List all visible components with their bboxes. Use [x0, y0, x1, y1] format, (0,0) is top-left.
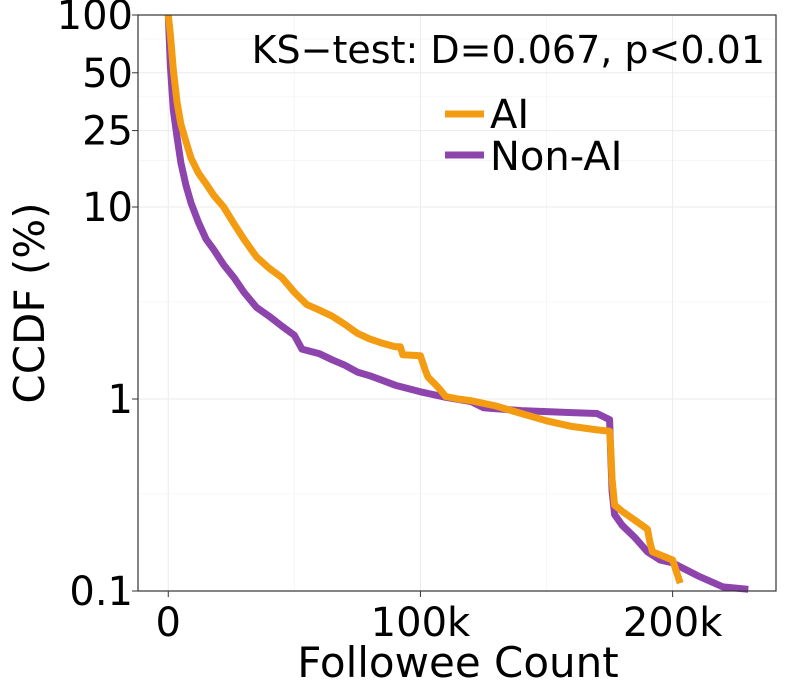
x-tick-label: 0: [156, 600, 181, 646]
y-axis-title: CCDF (%): [5, 202, 54, 403]
y-tick-label: 50: [82, 51, 133, 97]
series-line-non-ai: [164, 14, 749, 593]
grid-layer: [138, 14, 776, 592]
x-axis-title: Followee Count: [297, 638, 619, 687]
y-tick-label: 10: [82, 185, 133, 231]
ks-test-annotation: KS−test: D=0.067, p<0.01: [252, 28, 765, 72]
tick-layer: [132, 14, 674, 597]
plot-panel: [137, 14, 777, 592]
series-layer: [164, 14, 749, 593]
y-tick-label: 100: [57, 0, 133, 39]
y-tick-label: 0.1: [69, 569, 133, 615]
y-tick-label: 1: [108, 377, 133, 423]
legend-label-ai: AI: [490, 92, 529, 138]
x-tick-label: 100k: [371, 600, 471, 646]
legend: AI Non-AI: [445, 92, 622, 180]
y-tick-label: 25: [82, 109, 133, 155]
axis-label-layer: 100 50 25 10 1 0.1 0 100k 200k: [57, 0, 724, 646]
legend-label-non-ai: Non-AI: [490, 134, 622, 180]
series-line-ai: [164, 14, 684, 585]
x-tick-label: 200k: [623, 600, 723, 646]
